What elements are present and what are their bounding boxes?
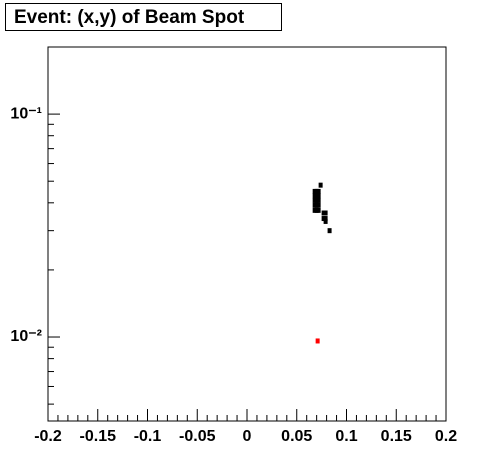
point xyxy=(316,193,321,199)
chart-title: Event: (x,y) of Beam Spot xyxy=(14,7,245,28)
point xyxy=(316,188,321,194)
point xyxy=(327,228,332,234)
x-tick-label: 0.1 xyxy=(335,428,357,445)
x-tick-label: -0.2 xyxy=(34,428,62,445)
x-tick-label: -0.15 xyxy=(80,428,117,445)
x-tick-label: -0.05 xyxy=(179,428,216,445)
title-box xyxy=(5,3,282,31)
point xyxy=(318,182,323,188)
point xyxy=(315,338,320,344)
x-tick-label: 0.05 xyxy=(281,428,312,445)
x-tick-label: 0.15 xyxy=(381,428,412,445)
point xyxy=(316,197,321,203)
point xyxy=(316,202,321,208)
point xyxy=(316,207,321,213)
x-tick-label: 0 xyxy=(243,428,252,445)
point xyxy=(323,216,328,222)
x-tick-label: -0.1 xyxy=(134,428,162,445)
point xyxy=(323,210,328,216)
point xyxy=(323,218,328,224)
y-tick-label: 10⁻² xyxy=(10,328,42,345)
x-tick-label: 0.2 xyxy=(435,428,457,445)
y-tick-label: 10⁻¹ xyxy=(10,105,42,122)
